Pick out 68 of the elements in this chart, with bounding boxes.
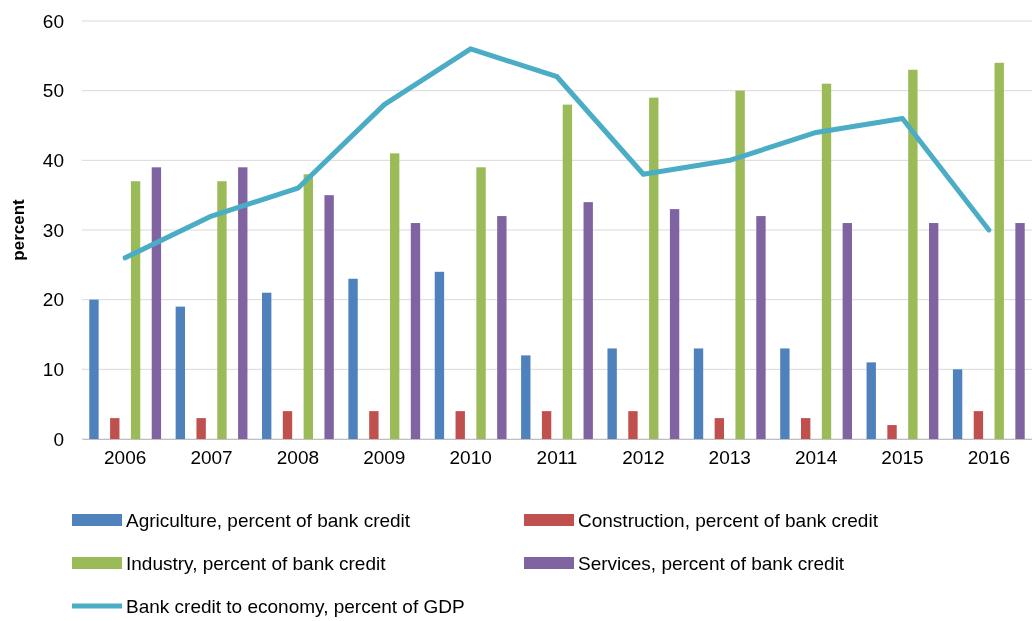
bar <box>541 411 552 439</box>
bar <box>497 216 507 439</box>
y-tick-label: 50 <box>42 80 64 102</box>
y-tick-label: 10 <box>42 358 64 380</box>
bar <box>476 167 486 439</box>
x-tick-label: 2014 <box>794 447 838 469</box>
bar <box>217 181 227 439</box>
bar <box>628 411 638 439</box>
legend-label: Construction, percent of bank credit <box>578 509 879 531</box>
y-tick-label: 60 <box>42 10 64 32</box>
bar <box>390 153 400 439</box>
bar <box>324 195 334 439</box>
bar <box>866 362 876 439</box>
bar <box>607 348 617 439</box>
bar <box>908 69 918 439</box>
bar <box>994 62 1004 439</box>
legend-label: Agriculture, percent of bank credit <box>126 509 411 531</box>
bar <box>89 299 99 439</box>
bar <box>455 411 465 439</box>
x-tick-label: 2016 <box>967 447 1010 469</box>
bar <box>521 355 531 439</box>
x-tick-label: 2012 <box>622 447 665 469</box>
bar <box>583 202 593 439</box>
x-tick-label: 2011 <box>536 447 578 469</box>
bar <box>303 174 313 439</box>
x-tick-label: 2013 <box>708 447 751 469</box>
bar <box>151 167 162 439</box>
bar <box>973 411 984 439</box>
bar <box>196 418 206 439</box>
bar <box>756 216 766 439</box>
x-tick-label: 2015 <box>881 447 924 469</box>
bar <box>410 223 421 439</box>
bar <box>801 418 811 439</box>
bar <box>262 292 272 439</box>
bar <box>714 418 724 439</box>
bar <box>842 223 852 439</box>
bar <box>130 181 141 439</box>
y-tick-label: 40 <box>42 149 64 171</box>
x-tick-label: 2006 <box>104 447 147 469</box>
bar <box>1015 223 1025 439</box>
bar <box>369 411 379 439</box>
bar <box>952 369 963 439</box>
x-tick-label: 2007 <box>190 447 233 469</box>
bar <box>669 209 680 439</box>
bar <box>562 104 573 439</box>
legend-label: Industry, percent of bank credit <box>126 552 387 574</box>
y-tick-label: 0 <box>53 428 64 450</box>
bar <box>649 97 659 439</box>
bar <box>928 223 939 439</box>
bar <box>693 348 704 439</box>
legend-label: Bank credit to economy, percent of GDP <box>126 595 465 617</box>
bar <box>821 83 832 439</box>
bar <box>238 167 248 439</box>
bar <box>887 425 897 439</box>
y-tick-label: 30 <box>42 219 64 241</box>
y-axis-title: percent <box>9 198 28 261</box>
bar <box>348 278 358 439</box>
bar <box>735 90 745 439</box>
x-tick-label: 2008 <box>276 447 320 469</box>
bar <box>434 271 445 439</box>
x-tick-label: 2009 <box>363 447 406 469</box>
bar <box>282 411 293 439</box>
bar <box>110 418 120 439</box>
y-tick-label: 20 <box>42 289 64 311</box>
bar <box>175 306 186 439</box>
x-tick-label: 2010 <box>449 447 492 469</box>
legend-label: Services, percent of bank credit <box>578 552 845 574</box>
bar <box>780 348 790 439</box>
